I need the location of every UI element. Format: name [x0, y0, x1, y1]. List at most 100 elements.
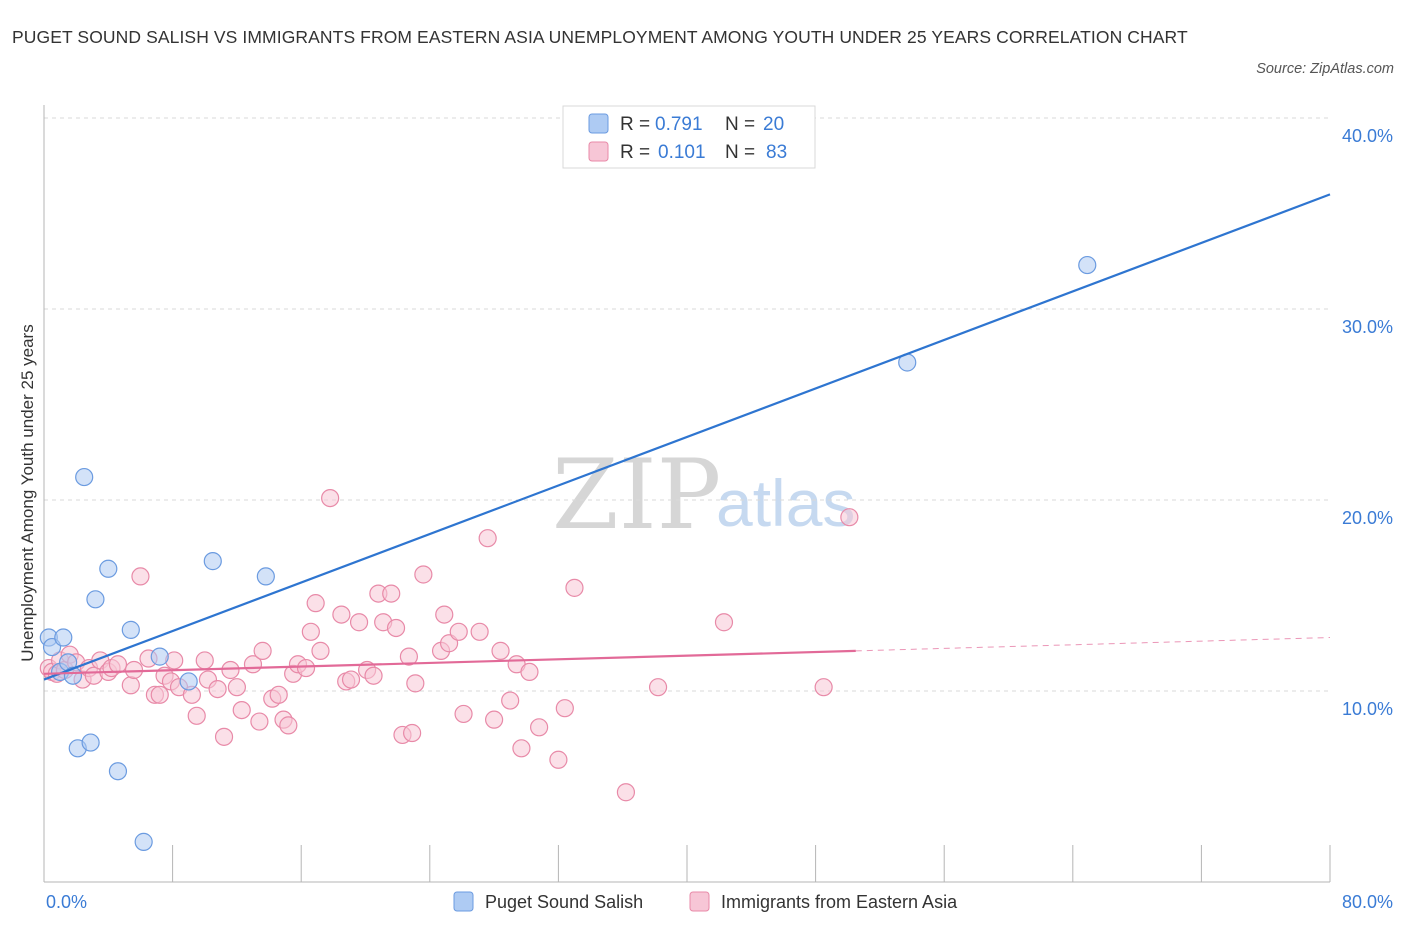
data-point-puget-sound-salish [1078, 255, 1097, 275]
data-point-immigrants-eastern-asia [435, 605, 454, 624]
data-point-puget-sound-salish [134, 832, 153, 851]
data-point-immigrants-eastern-asia [382, 584, 401, 603]
trend-line-immigrants-eastern-asia [43, 649, 856, 675]
data-point-puget-sound-salish [75, 467, 94, 487]
watermark-zip: ZIP [552, 439, 721, 551]
data-point-immigrants-eastern-asia [512, 739, 531, 758]
series-legend-swatch-blue [453, 891, 474, 912]
stats-legend: R = 0.791 N = 20 R = 0.101 N = 83 [562, 105, 816, 169]
data-point-immigrants-eastern-asia [565, 578, 584, 597]
data-point-puget-sound-salish [179, 672, 198, 691]
data-point-immigrants-eastern-asia [406, 674, 425, 693]
data-point-immigrants-eastern-asia [195, 651, 214, 670]
data-point-immigrants-eastern-asia [449, 622, 468, 641]
data-point-immigrants-eastern-asia [501, 691, 520, 710]
data-point-immigrants-eastern-asia [386, 618, 406, 638]
chart-title: PUGET SOUND SALISH VS IMMIGRANTS FROM EA… [12, 27, 1188, 47]
legend-n-label-1: N = [725, 114, 755, 135]
legend-swatch-pink [588, 141, 609, 162]
data-point-immigrants-eastern-asia [208, 679, 227, 699]
data-point-immigrants-eastern-asia [306, 594, 325, 613]
trend-line-puget-sound-salish [43, 193, 1331, 681]
data-point-immigrants-eastern-asia [399, 647, 419, 666]
y-tick-label: 40.0% [1342, 126, 1393, 146]
data-point-immigrants-eastern-asia [364, 666, 383, 685]
data-point-puget-sound-salish [203, 552, 222, 571]
data-point-immigrants-eastern-asia [549, 750, 568, 769]
data-point-immigrants-eastern-asia [478, 529, 497, 548]
series-legend-label-pink: Immigrants from Eastern Asia [721, 892, 958, 912]
data-point-immigrants-eastern-asia [108, 655, 128, 674]
legend-r-label-2: R = [620, 142, 650, 163]
watermark-atlas: atlas [716, 466, 855, 540]
data-point-immigrants-eastern-asia [714, 613, 734, 632]
data-point-immigrants-eastern-asia [250, 712, 269, 731]
data-point-immigrants-eastern-asia [616, 783, 636, 802]
legend-n-value-1: 20 [763, 114, 784, 135]
data-point-immigrants-eastern-asia [341, 670, 361, 689]
data-point-puget-sound-salish [121, 620, 140, 639]
data-point-immigrants-eastern-asia [491, 641, 510, 660]
data-point-immigrants-eastern-asia [279, 716, 298, 735]
trend-lines [43, 193, 1331, 681]
trend-line-immigrants-eastern-asia-extension [855, 637, 1331, 652]
x-tick-label-max: 80.0% [1342, 892, 1393, 912]
data-point-immigrants-eastern-asia [296, 658, 316, 678]
series-puget-sound-salish-points [39, 255, 1097, 851]
data-point-puget-sound-salish [81, 733, 100, 752]
data-point-immigrants-eastern-asia [840, 508, 859, 527]
series-legend: Puget Sound Salish Immigrants from Easte… [453, 891, 958, 912]
data-point-immigrants-eastern-asia [403, 723, 422, 743]
data-point-puget-sound-salish [99, 559, 118, 578]
y-tick-labels: 10.0% 20.0% 30.0% 40.0% [1342, 126, 1393, 719]
data-point-immigrants-eastern-asia [232, 700, 251, 720]
legend-r-label-1: R = [620, 114, 650, 135]
data-point-immigrants-eastern-asia [555, 699, 574, 718]
data-point-immigrants-eastern-asia [349, 613, 369, 632]
legend-swatch-blue [588, 113, 609, 134]
data-point-immigrants-eastern-asia [121, 676, 140, 695]
legend-n-value-2: 83 [766, 142, 787, 163]
data-point-puget-sound-salish [256, 567, 275, 586]
data-point-immigrants-eastern-asia [214, 727, 234, 746]
data-point-immigrants-eastern-asia [520, 662, 539, 682]
x-tick-label-min: 0.0% [46, 892, 87, 912]
data-point-immigrants-eastern-asia [530, 718, 549, 737]
chart-source: Source: ZipAtlas.com [1256, 61, 1394, 77]
legend-n-label-2: N = [725, 142, 755, 163]
gridlines [44, 117, 1330, 692]
data-point-immigrants-eastern-asia [648, 678, 668, 697]
data-point-immigrants-eastern-asia [332, 605, 351, 624]
data-point-puget-sound-salish [54, 628, 73, 647]
y-tick-label: 10.0% [1342, 699, 1393, 719]
data-point-puget-sound-salish [150, 647, 169, 666]
data-point-immigrants-eastern-asia [321, 488, 340, 508]
data-point-immigrants-eastern-asia [187, 706, 206, 725]
data-point-immigrants-eastern-asia [253, 641, 272, 660]
data-point-immigrants-eastern-asia [221, 660, 240, 680]
series-legend-label-blue: Puget Sound Salish [485, 892, 643, 912]
data-point-immigrants-eastern-asia [301, 622, 320, 641]
legend-r-value-1: 0.791 [655, 114, 703, 135]
y-tick-label: 30.0% [1342, 317, 1393, 337]
data-point-puget-sound-salish [86, 590, 105, 609]
data-point-immigrants-eastern-asia [470, 622, 489, 641]
x-axis-ticks [172, 845, 1331, 882]
data-point-puget-sound-salish [63, 666, 83, 685]
data-point-immigrants-eastern-asia [227, 678, 246, 697]
legend-r-value-2: 0.101 [658, 142, 706, 163]
data-point-immigrants-eastern-asia [814, 678, 833, 697]
data-point-immigrants-eastern-asia [414, 565, 433, 584]
data-point-immigrants-eastern-asia [150, 685, 169, 704]
data-point-immigrants-eastern-asia [124, 660, 144, 680]
series-legend-swatch-pink [689, 891, 710, 912]
y-tick-label: 20.0% [1342, 508, 1393, 528]
y-axis-label: Unemployment Among Youth under 25 years [18, 324, 37, 661]
data-point-immigrants-eastern-asia [269, 685, 288, 704]
data-point-puget-sound-salish [108, 762, 128, 781]
data-point-immigrants-eastern-asia [454, 704, 473, 724]
data-point-immigrants-eastern-asia [131, 567, 150, 586]
data-point-immigrants-eastern-asia [311, 641, 330, 660]
data-point-immigrants-eastern-asia [485, 710, 504, 729]
